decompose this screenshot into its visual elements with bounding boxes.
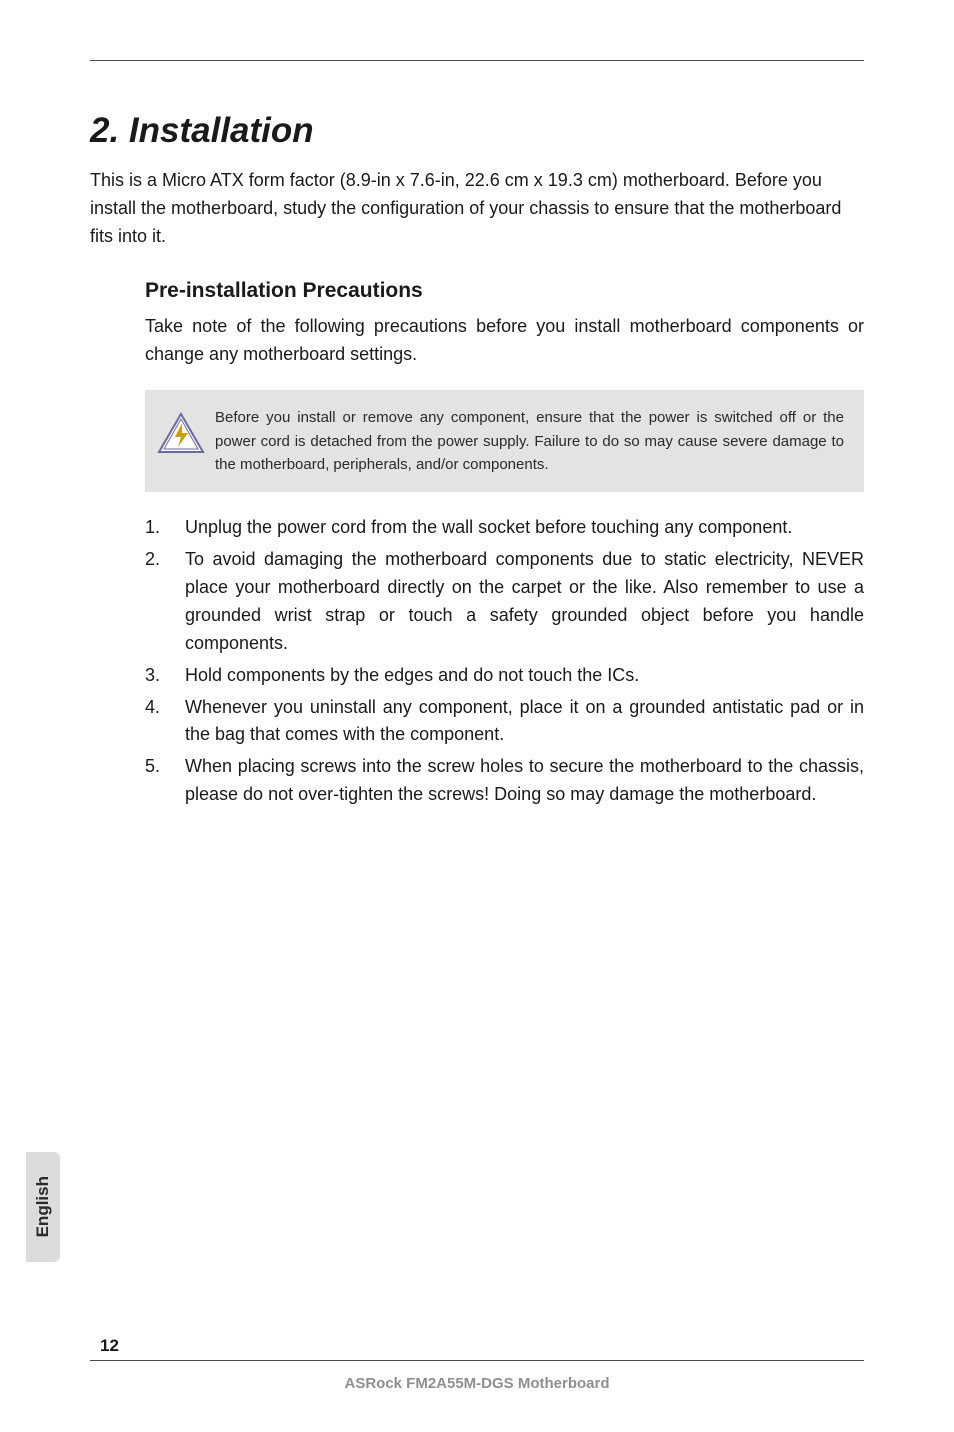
- item-number: 4.: [145, 694, 185, 750]
- item-number: 1.: [145, 514, 185, 542]
- list-item: 3. Hold components by the edges and do n…: [145, 662, 864, 690]
- item-number: 2.: [145, 546, 185, 658]
- bottom-rule: [90, 1360, 864, 1361]
- lightning-icon: [155, 406, 215, 467]
- item-number: 3.: [145, 662, 185, 690]
- language-tab: English: [26, 1152, 60, 1262]
- item-text: Hold components by the edges and do not …: [185, 662, 864, 690]
- list-item: 5. When placing screws into the screw ho…: [145, 753, 864, 809]
- warning-callout: Before you install or remove any compone…: [145, 390, 864, 492]
- item-text: When placing screws into the screw holes…: [185, 753, 864, 809]
- warning-text: Before you install or remove any compone…: [215, 406, 844, 476]
- footer-text: ASRock FM2A55M-DGS Motherboard: [90, 1369, 864, 1392]
- item-text: Whenever you uninstall any component, pl…: [185, 694, 864, 750]
- list-item: 1. Unplug the power cord from the wall s…: [145, 514, 864, 542]
- section-intro: This is a Micro ATX form factor (8.9-in …: [90, 167, 864, 251]
- section-title: 2. Installation: [90, 111, 864, 151]
- precautions-block: Pre-installation Precautions Take note o…: [90, 279, 864, 809]
- list-item: 4. Whenever you uninstall any component,…: [145, 694, 864, 750]
- item-number: 5.: [145, 753, 185, 809]
- precautions-heading: Pre-installation Precautions: [145, 279, 864, 303]
- footer: 12 ASRock FM2A55M-DGS Motherboard: [90, 1336, 864, 1392]
- top-rule: [90, 60, 864, 61]
- precautions-intro: Take note of the following precautions b…: [145, 313, 864, 369]
- list-item: 2. To avoid damaging the motherboard com…: [145, 546, 864, 658]
- item-text: To avoid damaging the motherboard compon…: [185, 546, 864, 658]
- precautions-list: 1. Unplug the power cord from the wall s…: [145, 514, 864, 809]
- item-text: Unplug the power cord from the wall sock…: [185, 514, 864, 542]
- page-number: 12: [90, 1336, 864, 1356]
- language-label: English: [33, 1176, 53, 1237]
